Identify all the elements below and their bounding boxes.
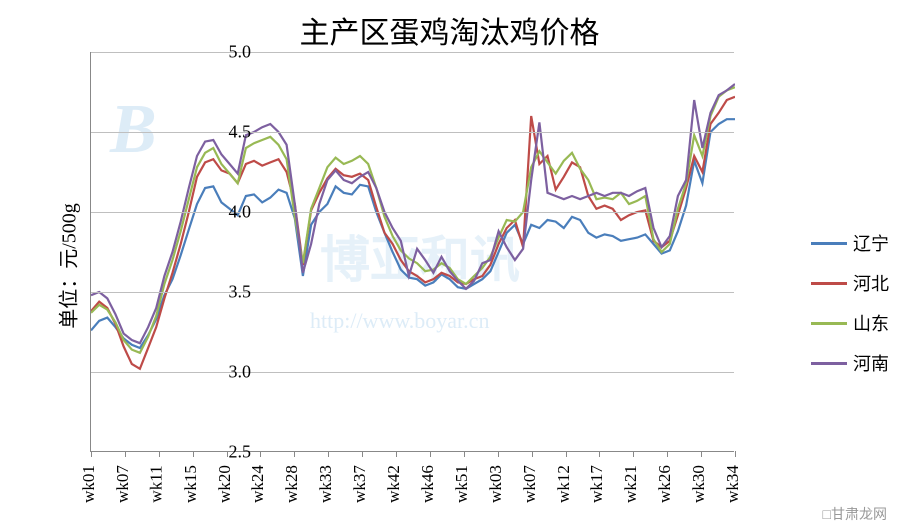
y-axis-label: 单位：元/500g bbox=[52, 203, 81, 329]
xtick-mark bbox=[599, 451, 600, 457]
xtick-mark bbox=[294, 451, 295, 457]
xtick-label: wk34 bbox=[723, 465, 743, 503]
xtick-label: wk20 bbox=[214, 465, 234, 503]
source-label: □甘肃龙网 bbox=[823, 504, 887, 524]
legend-label: 山东 bbox=[853, 310, 889, 336]
legend-item: 河北 bbox=[811, 270, 889, 296]
xtick-mark bbox=[566, 451, 567, 457]
plot-area bbox=[90, 52, 734, 452]
xtick-label: wk42 bbox=[384, 465, 404, 503]
xtick-label: wk15 bbox=[181, 465, 201, 503]
xtick-label: wk24 bbox=[248, 465, 268, 503]
chart-title: 主产区蛋鸡淘汰鸡价格 bbox=[300, 8, 600, 52]
xtick-label: wk12 bbox=[553, 465, 573, 503]
xtick-label: wk17 bbox=[587, 465, 607, 503]
grid-line bbox=[91, 132, 734, 133]
xtick-label: wk01 bbox=[79, 465, 99, 503]
series-line bbox=[91, 119, 735, 348]
ytick-label: 2.5 bbox=[229, 442, 252, 463]
xtick-mark bbox=[735, 451, 736, 457]
xtick-mark bbox=[667, 451, 668, 457]
ytick-label: 4.5 bbox=[229, 122, 252, 143]
legend-item: 山东 bbox=[811, 310, 889, 336]
xtick-mark bbox=[498, 451, 499, 457]
xtick-mark bbox=[430, 451, 431, 457]
chart-container: B 博亚和讯 http://www.boyar.cn 主产区蛋鸡淘汰鸡价格 单位… bbox=[0, 0, 899, 532]
legend-label: 河南 bbox=[853, 350, 889, 376]
legend-item: 辽宁 bbox=[811, 230, 889, 256]
legend: 辽宁河北山东河南 bbox=[811, 230, 889, 376]
legend-label: 辽宁 bbox=[853, 230, 889, 256]
xtick-mark bbox=[125, 451, 126, 457]
legend-line bbox=[811, 242, 847, 245]
ytick-label: 4.0 bbox=[229, 202, 252, 223]
xtick-mark bbox=[227, 451, 228, 457]
xtick-label: wk30 bbox=[689, 465, 709, 503]
legend-line bbox=[811, 362, 847, 365]
xtick-label: wk33 bbox=[316, 465, 336, 503]
grid-line bbox=[91, 52, 734, 53]
xtick-mark bbox=[362, 451, 363, 457]
xtick-mark bbox=[91, 451, 92, 457]
legend-label: 河北 bbox=[853, 270, 889, 296]
xtick-label: wk46 bbox=[418, 465, 438, 503]
ytick-label: 3.5 bbox=[229, 282, 252, 303]
legend-line bbox=[811, 282, 847, 285]
xtick-label: wk07 bbox=[113, 465, 133, 503]
xtick-label: wk26 bbox=[655, 465, 675, 503]
xtick-label: wk11 bbox=[146, 465, 166, 502]
chart-svg bbox=[91, 52, 735, 452]
ytick-label: 3.0 bbox=[229, 362, 252, 383]
grid-line bbox=[91, 372, 734, 373]
xtick-mark bbox=[464, 451, 465, 457]
xtick-label: wk37 bbox=[350, 465, 370, 503]
grid-line bbox=[91, 212, 734, 213]
xtick-mark bbox=[159, 451, 160, 457]
legend-item: 河南 bbox=[811, 350, 889, 376]
xtick-mark bbox=[260, 451, 261, 457]
xtick-label: wk51 bbox=[452, 465, 472, 503]
xtick-mark bbox=[328, 451, 329, 457]
xtick-mark bbox=[701, 451, 702, 457]
xtick-label: wk21 bbox=[621, 465, 641, 503]
xtick-label: wk28 bbox=[282, 465, 302, 503]
xtick-mark bbox=[193, 451, 194, 457]
grid-line bbox=[91, 292, 734, 293]
xtick-mark bbox=[633, 451, 634, 457]
xtick-label: wk03 bbox=[486, 465, 506, 503]
xtick-label: wk07 bbox=[520, 465, 540, 503]
legend-line bbox=[811, 322, 847, 325]
xtick-mark bbox=[396, 451, 397, 457]
ytick-label: 5.0 bbox=[229, 42, 252, 63]
xtick-mark bbox=[532, 451, 533, 457]
